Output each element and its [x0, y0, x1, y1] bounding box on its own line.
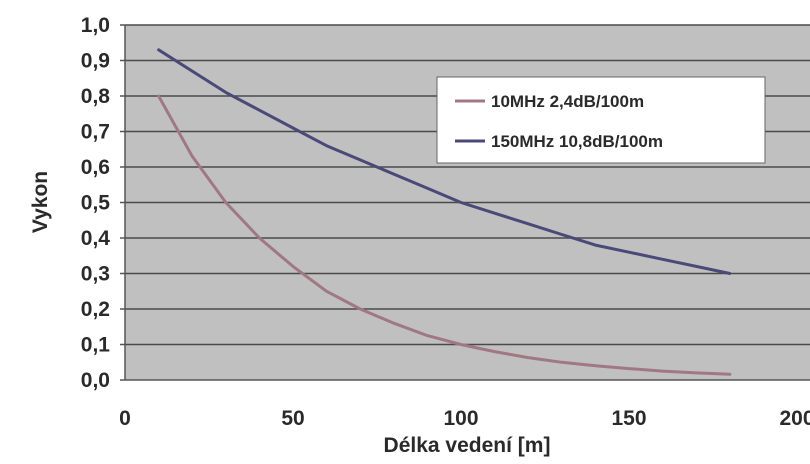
y-tick-label: 0,0 [81, 369, 110, 392]
y-tick-label: 0,4 [81, 227, 111, 250]
legend-label-series-1: 10MHz 2,4dB/100m [491, 92, 644, 111]
legend-label-series-2: 150MHz 10,8dB/100m [491, 132, 663, 151]
x-tick-labels: 0 50 100 150 200 [119, 407, 810, 430]
y-tick-label: 0,2 [81, 298, 110, 321]
y-axis-title: Vykon [29, 171, 52, 233]
y-tick-label: 0,6 [81, 156, 110, 179]
x-tick-label: 50 [281, 407, 304, 430]
y-tick-label: 0,5 [81, 192, 111, 215]
x-tick-label: 150 [611, 407, 646, 430]
legend-box [436, 76, 766, 164]
y-tick-label: 0,9 [81, 50, 110, 73]
y-tick-labels: 0,0 0,1 0,2 0,3 0,4 0,5 0,6 0,7 0,8 0,9 1,0 [81, 14, 125, 392]
y-tick-label: 0,1 [81, 334, 111, 357]
y-tick-label: 0,3 [81, 263, 110, 286]
x-tick-label: 200 [779, 407, 810, 430]
x-tick-label: 0 [119, 407, 131, 430]
y-tick-label: 1,0 [81, 14, 110, 37]
x-tick-label: 100 [443, 407, 478, 430]
y-tick-label: 0,7 [81, 121, 110, 144]
x-axis-title: Délka vedení [m] [384, 434, 551, 457]
y-tick-label: 0,8 [81, 85, 111, 108]
series-lines [157, 48, 732, 376]
legend: 10MHz 2,4dB/100m 150MHz 10,8dB/100m [436, 76, 766, 164]
series-line-2 [157, 48, 732, 275]
series-line-1 [157, 94, 732, 376]
